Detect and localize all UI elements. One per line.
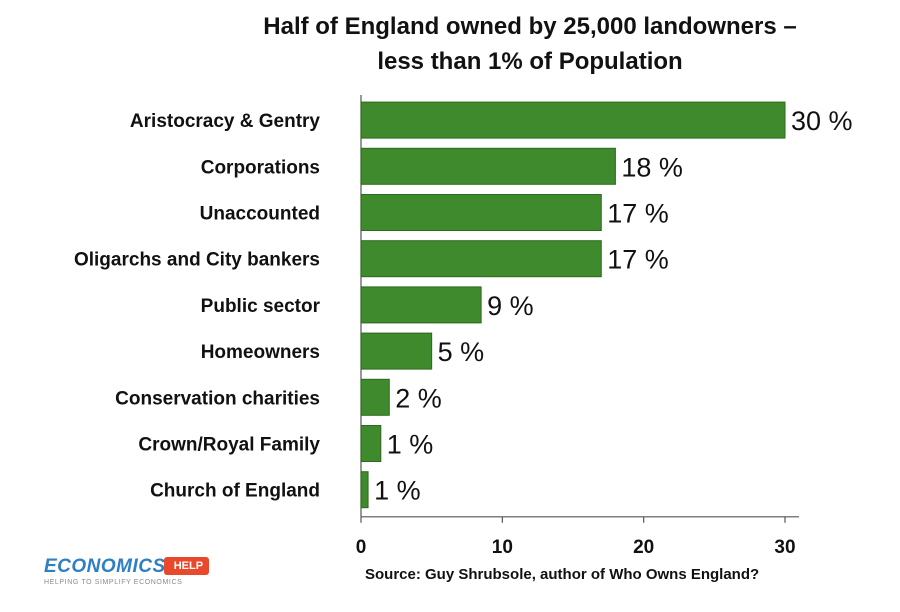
category-label: Public sector	[201, 296, 321, 317]
data-label: 18 %	[621, 152, 683, 182]
data-label: 2 %	[395, 383, 442, 413]
category-label: Crown/Royal Family	[138, 435, 320, 456]
logo-tagline: HELPING TO SIMPLIFY ECONOMICS	[44, 579, 183, 586]
data-label: 17 %	[607, 199, 669, 229]
category-label: Conservation charities	[115, 388, 320, 409]
bar	[360, 286, 482, 324]
chart-title: Half of England owned by 25,000 landowne…	[263, 13, 797, 40]
source-note: Source: Guy Shrubsole, author of Who Own…	[365, 566, 760, 583]
data-label: 9 %	[487, 291, 534, 321]
logo-badge: HELP	[163, 556, 210, 575]
category-label: Oligarchs and City bankers	[74, 250, 320, 271]
bar	[360, 101, 786, 139]
x-tick-label: 0	[356, 537, 367, 558]
x-tick-label: 20	[633, 537, 654, 558]
x-tick-label: 30	[774, 537, 795, 558]
category-label: Church of England	[150, 481, 320, 502]
bar	[360, 147, 616, 185]
bar	[360, 240, 602, 278]
logo-text: ECONOMICS	[44, 556, 166, 577]
data-label: 1 %	[374, 476, 421, 506]
category-label: Unaccounted	[200, 204, 320, 225]
category-label: Aristocracy & Gentry	[130, 111, 321, 132]
bar	[360, 471, 369, 509]
bar	[360, 378, 390, 416]
data-label: 5 %	[438, 337, 485, 367]
data-label: 30 %	[791, 106, 853, 136]
bar	[360, 332, 433, 370]
economics-help-logo: ECONOMICS HELP HELPING TO SIMPLIFY ECONOM…	[44, 556, 210, 586]
category-label: Corporations	[201, 157, 320, 178]
data-label: 17 %	[607, 245, 669, 275]
chart-subtitle: less than 1% of Population	[377, 48, 683, 75]
bar	[360, 194, 602, 231]
x-tick-label: 10	[492, 537, 513, 558]
category-label: Homeowners	[201, 342, 320, 363]
data-label: 1 %	[387, 430, 434, 460]
bar	[360, 425, 382, 462]
